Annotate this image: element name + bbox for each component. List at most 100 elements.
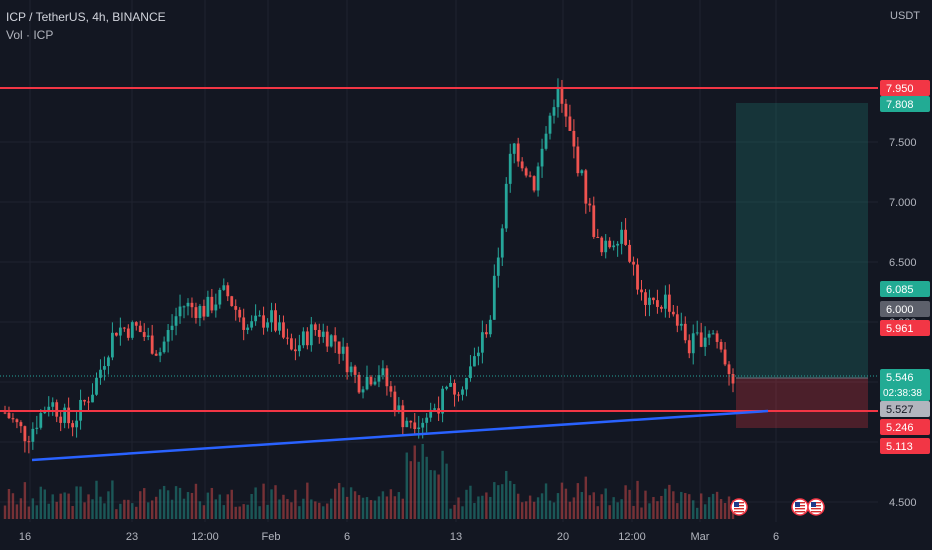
candle[interactable] (126, 324, 130, 341)
candle[interactable] (576, 137, 580, 177)
candle[interactable] (640, 280, 643, 301)
candle[interactable] (727, 361, 731, 386)
candle[interactable] (162, 336, 166, 354)
candle[interactable] (628, 239, 631, 264)
candle[interactable] (405, 417, 409, 428)
candle[interactable] (321, 323, 325, 343)
candle[interactable] (222, 278, 226, 291)
candle[interactable] (71, 420, 75, 437)
candle[interactable] (47, 396, 51, 417)
candle[interactable] (226, 282, 230, 302)
candle[interactable] (234, 299, 238, 321)
candle[interactable] (723, 342, 727, 367)
candle[interactable] (301, 327, 305, 349)
candle[interactable] (703, 326, 707, 356)
candle[interactable] (616, 241, 620, 257)
candle[interactable] (118, 317, 122, 346)
candle[interactable] (87, 396, 90, 411)
candle[interactable] (19, 420, 23, 433)
candle[interactable] (35, 415, 39, 435)
candle[interactable] (349, 362, 353, 376)
candle[interactable] (683, 316, 687, 344)
candle[interactable] (687, 334, 691, 359)
candle[interactable] (520, 157, 524, 172)
candle[interactable] (644, 288, 647, 317)
candle[interactable] (154, 350, 158, 357)
candle[interactable] (91, 383, 94, 403)
candle[interactable] (453, 379, 456, 407)
candle[interactable] (401, 399, 405, 437)
candle[interactable] (500, 224, 504, 266)
trend-line[interactable] (31, 409, 769, 462)
candle[interactable] (270, 302, 273, 332)
candle[interactable] (63, 403, 67, 429)
candle[interactable] (242, 308, 246, 341)
event-markers[interactable] (730, 498, 825, 516)
candle[interactable] (564, 99, 568, 128)
candle[interactable] (282, 315, 285, 340)
candle[interactable] (516, 137, 520, 167)
candle[interactable] (572, 119, 576, 159)
candle[interactable] (158, 347, 162, 363)
candle[interactable] (465, 377, 468, 397)
candle[interactable] (134, 321, 138, 331)
candle[interactable] (389, 381, 393, 398)
candle[interactable] (15, 418, 19, 429)
candle[interactable] (600, 236, 604, 256)
candle[interactable] (715, 330, 719, 349)
candle[interactable] (325, 325, 329, 353)
candle[interactable] (341, 337, 345, 361)
candle[interactable] (23, 425, 27, 453)
candle[interactable] (365, 365, 369, 391)
candle[interactable] (317, 323, 321, 344)
candle[interactable] (636, 258, 639, 295)
candle[interactable] (122, 326, 126, 332)
candle[interactable] (660, 305, 663, 313)
candle[interactable] (556, 78, 560, 118)
candle[interactable] (353, 364, 357, 384)
candle[interactable] (711, 330, 715, 335)
candle[interactable] (409, 420, 413, 429)
profit-zone[interactable] (736, 103, 868, 378)
candle[interactable] (246, 324, 250, 335)
candle[interactable] (3, 405, 7, 415)
candle[interactable] (111, 322, 114, 361)
time-axis[interactable]: 16 23 12:00 Feb 6 13 20 12:00 Mar 6 (19, 531, 779, 543)
candle[interactable] (190, 297, 194, 318)
candle[interactable] (588, 197, 592, 212)
candle[interactable] (488, 315, 492, 338)
candle[interactable] (663, 285, 667, 318)
candle[interactable] (540, 138, 544, 178)
candle[interactable] (457, 391, 460, 402)
candle[interactable] (648, 289, 651, 317)
candle[interactable] (369, 375, 373, 387)
candle[interactable] (166, 324, 170, 353)
candle[interactable] (31, 422, 35, 450)
candle[interactable] (508, 143, 512, 193)
candle[interactable] (429, 402, 433, 422)
candle[interactable] (182, 305, 186, 319)
candle[interactable] (83, 399, 86, 406)
candle[interactable] (707, 330, 711, 346)
candle[interactable] (333, 327, 337, 354)
candle[interactable] (99, 359, 102, 385)
candle[interactable] (262, 306, 265, 335)
candle[interactable] (580, 169, 584, 176)
candle[interactable] (142, 323, 146, 341)
candle[interactable] (286, 328, 289, 345)
candle[interactable] (67, 397, 71, 429)
candle[interactable] (675, 305, 679, 333)
candle[interactable] (218, 287, 222, 309)
candle[interactable] (202, 299, 206, 321)
candle[interactable] (695, 320, 699, 336)
candle[interactable] (385, 365, 389, 396)
candle[interactable] (679, 312, 683, 331)
candle[interactable] (620, 221, 624, 255)
candle[interactable] (548, 112, 552, 140)
candle[interactable] (612, 240, 616, 251)
candle[interactable] (305, 327, 309, 350)
candle[interactable] (604, 234, 608, 259)
candle[interactable] (361, 386, 365, 399)
candle[interactable] (170, 314, 174, 341)
